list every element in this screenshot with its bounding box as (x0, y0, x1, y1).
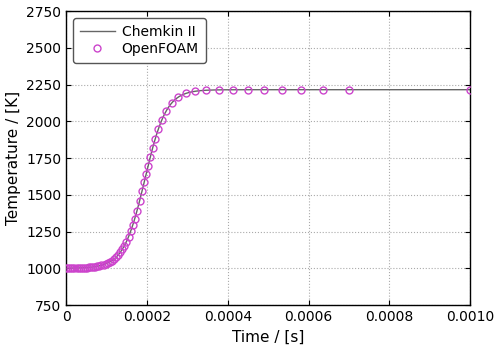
Chemkin II (63, 266, 69, 270)
OpenFOAM (104, 261, 110, 265)
Chemkin II (109, 258, 115, 262)
Chemkin II (416, 88, 422, 92)
Legend: Chemkin II, OpenFOAM: Chemkin II, OpenFOAM (73, 18, 206, 63)
Chemkin II (236, 88, 242, 92)
Line: OpenFOAM: OpenFOAM (62, 86, 474, 272)
Chemkin II (133, 212, 139, 216)
OpenFOAM (141, 180, 147, 184)
Line: Chemkin II: Chemkin II (66, 90, 470, 268)
Chemkin II (460, 88, 466, 92)
Chemkin II (468, 88, 473, 92)
OpenFOAM (98, 263, 104, 267)
OpenFOAM (468, 88, 473, 92)
OpenFOAM (63, 266, 69, 270)
OpenFOAM (94, 264, 100, 268)
OpenFOAM (102, 262, 108, 266)
X-axis label: Time / [s]: Time / [s] (232, 329, 304, 344)
OpenFOAM (84, 265, 90, 270)
Chemkin II (218, 88, 224, 92)
Y-axis label: Temperature / [K]: Temperature / [K] (6, 91, 20, 225)
